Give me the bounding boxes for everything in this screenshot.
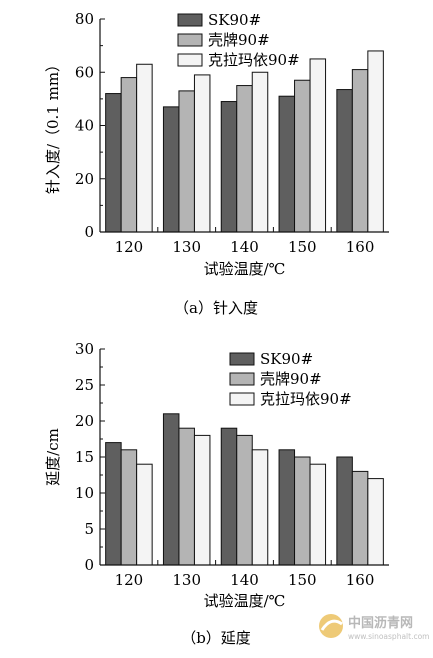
bar-3-150	[309, 463, 327, 566]
bar-3-130	[193, 74, 211, 233]
x-axis-label: 试验温度/℃	[204, 592, 286, 610]
bar-3-160	[367, 50, 384, 233]
legend-label-3: 克拉玛依90#	[260, 390, 352, 408]
y-tick-label: 60	[75, 63, 94, 81]
legend-swatch-2	[177, 33, 203, 47]
bar-3-140	[251, 71, 269, 233]
caption-a: （a）针入度	[174, 299, 258, 317]
legend-label-2: 壳牌90#	[208, 31, 270, 49]
watermark-logo-icon	[319, 614, 343, 638]
bar-2-150	[294, 456, 311, 566]
x-tick-label: 150	[288, 238, 317, 256]
bar-2-130	[178, 90, 195, 233]
bar-2-160	[351, 470, 369, 566]
bar-1-150	[278, 95, 296, 233]
watermark-title: 中国沥青网	[348, 615, 413, 631]
bar-2-120	[120, 77, 138, 233]
bar-1-120	[105, 93, 122, 233]
bar-1-140	[220, 101, 238, 233]
bar-2-160	[351, 69, 369, 233]
legend-label-1: SK90#	[208, 11, 261, 29]
y-axis-label: 针入度/（0.1 mm）	[44, 57, 62, 194]
caption-b: （b）延度	[181, 629, 251, 647]
y-tick-label: 80	[75, 10, 94, 28]
y-tick-label: 5	[84, 520, 94, 538]
bar-3-150	[309, 58, 327, 233]
bar-1-160	[336, 456, 353, 566]
bar-1-150	[278, 449, 296, 566]
x-tick-label: 160	[346, 571, 375, 589]
y-tick-label: 30	[75, 340, 94, 358]
legend-label-3: 克拉玛依90#	[208, 51, 300, 69]
legend-label-2: 壳牌90#	[260, 370, 322, 388]
y-tick-label: 25	[75, 376, 94, 394]
x-tick-label: 130	[172, 571, 201, 589]
x-axis-label: 试验温度/℃	[204, 260, 286, 278]
bar-1-160	[336, 89, 353, 233]
legend-swatch-1	[177, 13, 203, 27]
x-tick-label: 140	[230, 238, 259, 256]
bar-2-140	[236, 85, 253, 233]
chart-penetration: 0 20 40 60 80 120 130 140 150 160 试验温度/℃ 针入度/（0.1 m…	[44, 10, 389, 278]
x-tick-label: 160	[346, 238, 375, 256]
bar-2-120	[120, 449, 138, 566]
y-tick-label: 10	[75, 484, 94, 502]
y-tick-label: 0	[84, 556, 94, 574]
bar-2-150	[294, 79, 311, 233]
legend-swatch-2	[229, 372, 255, 386]
bar-1-130	[162, 413, 180, 566]
y-tick-label: 40	[75, 117, 94, 135]
bar-1-120	[105, 442, 122, 566]
watermark: 中国沥青网 www.sinoasphalt.com	[319, 614, 429, 641]
x-tick-label: 120	[115, 571, 144, 589]
bar-1-140	[220, 427, 238, 566]
watermark-url: www.sinoasphalt.com	[348, 632, 429, 641]
bar-1-130	[162, 106, 180, 233]
y-tick-label: 20	[75, 170, 94, 188]
y-tick-label: 0	[84, 223, 94, 241]
x-tick-label: 150	[288, 571, 317, 589]
x-tick-label: 120	[115, 238, 144, 256]
x-tick-label: 140	[230, 571, 259, 589]
bar-3-120	[136, 63, 153, 233]
y-tick-label: 20	[75, 412, 94, 430]
legend-swatch-3	[229, 392, 255, 406]
bar-3-130	[193, 434, 211, 566]
bar-2-130	[178, 427, 195, 566]
y-tick-label: 15	[75, 448, 94, 466]
y-axis-label: 延度/cm	[44, 428, 62, 486]
legend-swatch-3	[177, 53, 203, 67]
chart-ductility: 0 5 10 15 20 25 30 120 130 140 150 160 试验温度/℃ 延度/cm SK…	[44, 340, 389, 610]
legend-label-1: SK90#	[260, 350, 313, 368]
bar-3-140	[251, 449, 269, 566]
bar-2-140	[236, 434, 253, 566]
x-tick-label: 130	[172, 238, 201, 256]
bar-3-160	[367, 478, 384, 566]
bar-3-120	[136, 463, 153, 566]
legend-swatch-1	[229, 352, 255, 366]
